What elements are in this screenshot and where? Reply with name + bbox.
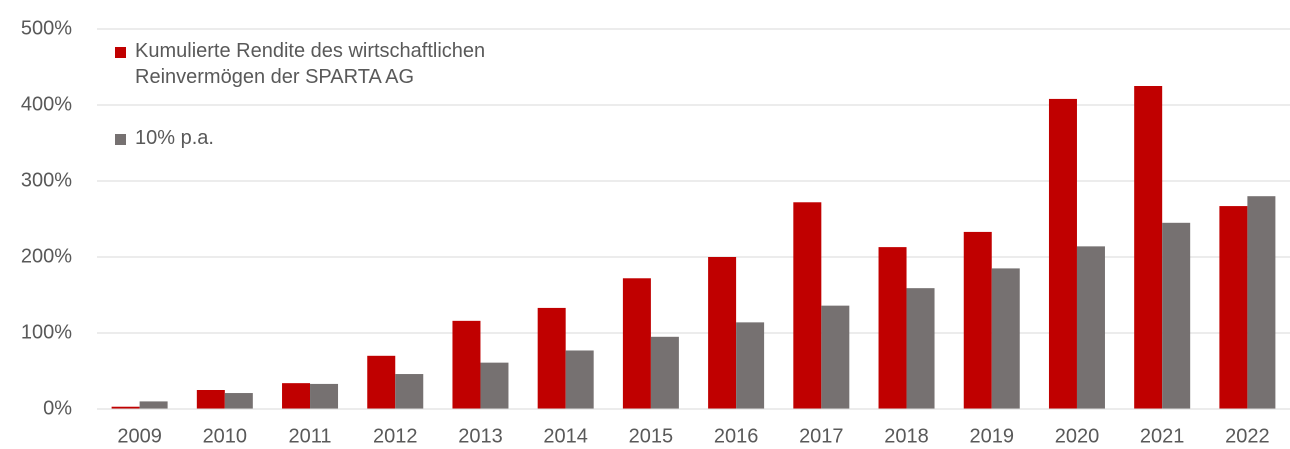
x-tick-label: 2021 (1140, 425, 1185, 447)
y-tick-label: 200% (21, 245, 72, 267)
x-tick-label: 2014 (543, 425, 588, 447)
x-tick-label: 2017 (799, 425, 844, 447)
legend-swatch (115, 47, 126, 58)
bar (1247, 196, 1276, 409)
x-tick-label: 2019 (970, 425, 1015, 447)
bar (537, 307, 566, 409)
bar (963, 231, 992, 409)
y-tick-label: 100% (21, 321, 72, 343)
bar (1219, 206, 1248, 409)
y-tick-label: 400% (21, 93, 72, 115)
bar (224, 393, 253, 409)
x-tick-label: 2016 (714, 425, 759, 447)
bar (196, 390, 225, 409)
bar (480, 362, 509, 409)
bar (991, 268, 1020, 409)
x-tick-label: 2011 (289, 425, 332, 447)
y-tick-label: 0% (43, 397, 72, 419)
bar (139, 401, 168, 409)
x-tick-label: 2009 (117, 425, 162, 447)
legend-swatch (115, 134, 126, 145)
bar (793, 202, 822, 409)
bar (282, 383, 311, 409)
bar (1162, 222, 1191, 409)
bar (1076, 246, 1105, 409)
x-tick-label: 2018 (884, 425, 929, 447)
bar (878, 247, 907, 409)
bar (565, 350, 594, 409)
bar (650, 336, 679, 409)
x-tick-label: 2012 (373, 425, 418, 447)
bar (452, 320, 481, 409)
bar (367, 355, 396, 409)
y-tick-label: 500% (21, 17, 72, 39)
x-tick-label: 2013 (458, 425, 503, 447)
x-tick-label: 2020 (1055, 425, 1100, 447)
bar (821, 305, 850, 409)
bar (111, 406, 140, 409)
bar (395, 374, 424, 409)
legend-label: Kumulierte Rendite des wirtschaftlichen … (135, 40, 486, 88)
x-tick-label: 2010 (203, 425, 248, 447)
y-tick-label: 300% (21, 169, 72, 191)
x-tick-label: 2015 (629, 425, 674, 447)
bar (736, 322, 765, 409)
bar (708, 257, 737, 409)
bar (906, 288, 935, 409)
x-tick-label: 2022 (1225, 425, 1270, 447)
legend-label: 10% p.a. (135, 127, 214, 149)
bar (1048, 98, 1077, 410)
bar (310, 383, 339, 409)
bar (622, 278, 651, 409)
bar (1134, 86, 1163, 409)
